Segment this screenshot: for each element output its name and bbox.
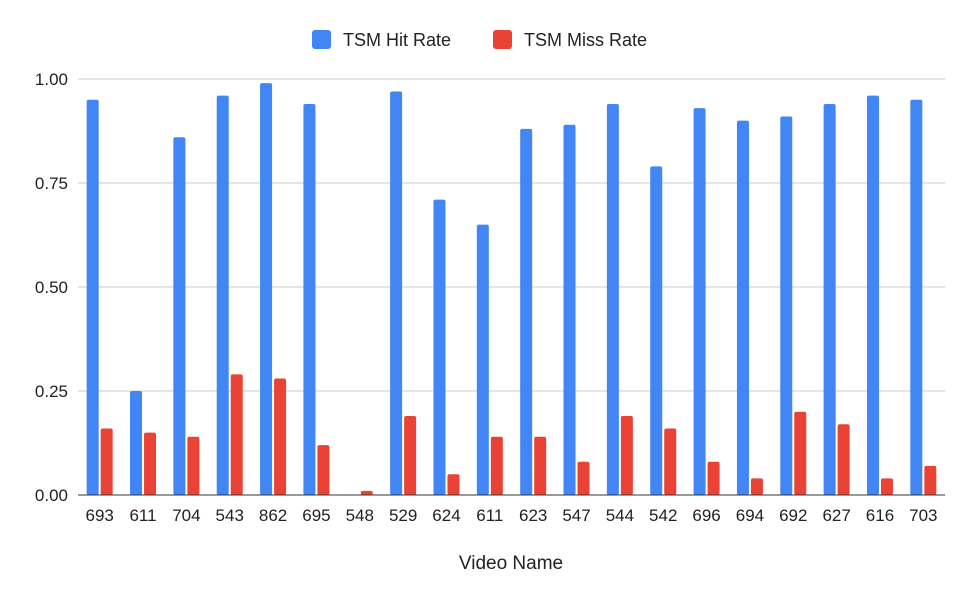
hit-rate-bar bbox=[173, 137, 186, 496]
x-axis-title: Video Name bbox=[459, 553, 563, 574]
bars bbox=[86, 83, 937, 496]
hit-rate-bar bbox=[260, 83, 273, 495]
miss-rate-bar bbox=[490, 436, 503, 495]
miss-rate-bar bbox=[534, 436, 547, 495]
x-tick-label: 548 bbox=[346, 506, 374, 525]
hit-rate-bar bbox=[910, 99, 923, 496]
hit-rate-bar bbox=[780, 116, 793, 495]
miss-rate-bar bbox=[360, 490, 373, 495]
miss-rate-bar bbox=[707, 461, 720, 495]
miss-rate-bar bbox=[620, 415, 633, 495]
miss-rate-bar bbox=[144, 432, 157, 495]
miss-rate-bar bbox=[837, 424, 850, 495]
legend-swatch bbox=[312, 30, 331, 49]
x-tick-label: 616 bbox=[866, 506, 894, 525]
hit-rate-bar bbox=[303, 103, 316, 496]
hit-rate-bar bbox=[693, 108, 706, 496]
miss-rate-bar bbox=[750, 478, 763, 495]
x-tick-label: 695 bbox=[302, 506, 330, 525]
hit-rate-bar bbox=[476, 224, 489, 495]
x-tick-label: 542 bbox=[649, 506, 677, 525]
legend-label: TSM Miss Rate bbox=[524, 30, 647, 50]
x-tick-label: 529 bbox=[389, 506, 417, 525]
hit-rate-bar bbox=[216, 95, 229, 495]
y-tick-label: 0.50 bbox=[35, 278, 68, 297]
x-tick-label: 543 bbox=[216, 506, 244, 525]
hit-rate-bar bbox=[606, 103, 619, 496]
x-axis: 693 611 704 543 862 695 548 529 624 611 623 547 544 5… bbox=[78, 494, 945, 525]
hit-rate-bar bbox=[736, 120, 749, 495]
x-tick-label: 611 bbox=[476, 506, 503, 525]
x-tick-label: 703 bbox=[909, 506, 937, 525]
hit-rate-bar bbox=[823, 103, 836, 496]
hit-rate-bar bbox=[520, 128, 533, 496]
x-tick-label: 692 bbox=[779, 506, 807, 525]
miss-rate-bar bbox=[317, 445, 330, 495]
x-tick-label: 696 bbox=[692, 506, 720, 525]
miss-rate-bar bbox=[404, 415, 417, 495]
hit-rate-bar bbox=[866, 95, 879, 495]
miss-rate-bar bbox=[274, 378, 287, 495]
miss-rate-bar bbox=[447, 474, 460, 495]
legend-swatch bbox=[493, 30, 512, 49]
x-tick-label: 694 bbox=[736, 506, 764, 525]
miss-rate-bar bbox=[664, 428, 677, 495]
gridlines bbox=[78, 78, 945, 392]
y-tick-label: 0.75 bbox=[35, 174, 68, 193]
hit-rate-bar bbox=[650, 166, 663, 496]
y-tick-label: 1.00 bbox=[35, 70, 68, 89]
miss-rate-bar bbox=[577, 461, 590, 495]
x-tick-label: 623 bbox=[519, 506, 547, 525]
miss-rate-bar bbox=[794, 411, 807, 495]
hit-rate-bar bbox=[86, 99, 99, 496]
miss-rate-bar bbox=[230, 374, 243, 495]
hit-rate-bar bbox=[130, 391, 143, 495]
hit-rate-bar bbox=[390, 91, 403, 495]
miss-rate-bar bbox=[100, 428, 113, 495]
x-tick-label: 627 bbox=[822, 506, 850, 525]
x-tick-label: 862 bbox=[259, 506, 287, 525]
y-axis: 0.00 0.25 0.50 0.75 1.00 bbox=[35, 70, 68, 505]
legend: TSM Hit Rate TSM Miss Rate bbox=[312, 30, 647, 50]
y-tick-label: 0.25 bbox=[35, 382, 68, 401]
x-tick-label: 611 bbox=[129, 506, 156, 525]
x-tick-label: 704 bbox=[172, 506, 200, 525]
y-tick-label: 0.00 bbox=[35, 486, 68, 505]
miss-rate-bar bbox=[924, 465, 937, 495]
miss-rate-bar bbox=[187, 436, 200, 495]
x-tick-label: 693 bbox=[85, 506, 113, 525]
x-tick-label: 547 bbox=[562, 506, 590, 525]
legend-label: TSM Hit Rate bbox=[343, 30, 451, 50]
miss-rate-bar bbox=[880, 478, 893, 495]
hit-rate-bar bbox=[563, 124, 576, 495]
hit-rate-bar bbox=[433, 199, 446, 495]
x-tick-label: 624 bbox=[432, 506, 460, 525]
x-tick-label: 544 bbox=[606, 506, 634, 525]
